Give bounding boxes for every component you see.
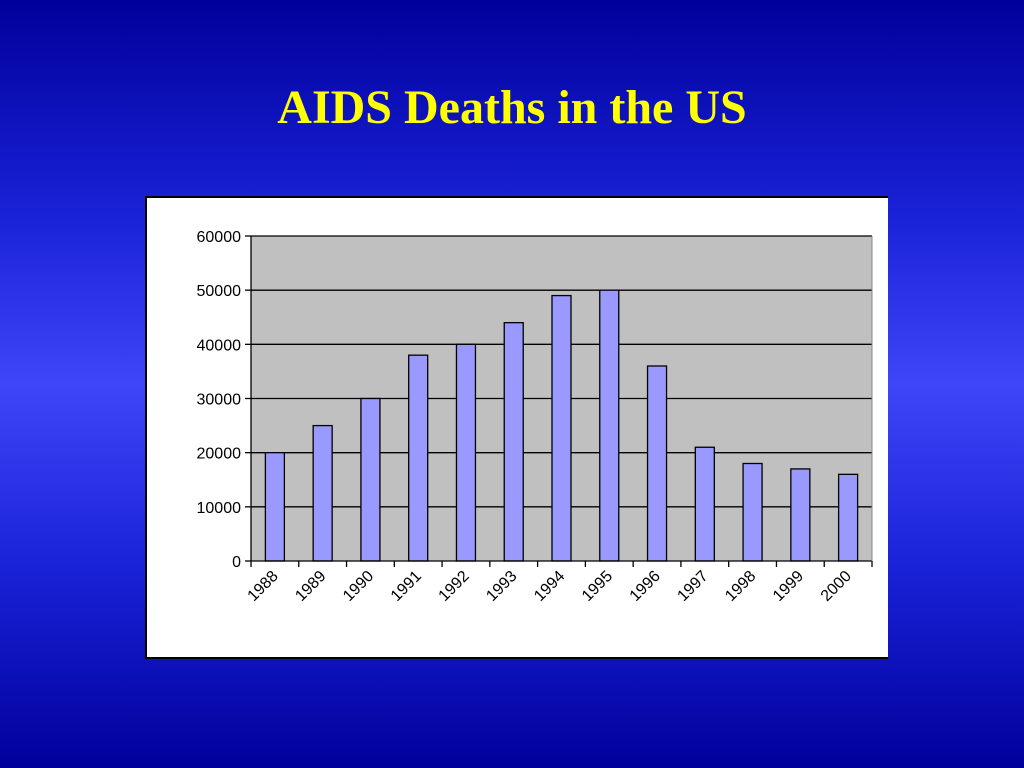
x-tick-label: 2000	[818, 568, 855, 605]
bar-1992	[455, 343, 477, 562]
bar-2000	[837, 473, 859, 562]
axes	[245, 235, 873, 567]
x-tick-label: 1996	[627, 568, 664, 605]
x-tick-labels: 1988 1989 1990 1991 1992 1993 1994 1995 1996 1997…	[245, 568, 855, 605]
bar-1997	[694, 446, 715, 562]
bar-chart: 0 10000 20000 30000 40000 50000 60000 1988 1989…	[197, 229, 873, 605]
x-tick-label: 1992	[436, 568, 473, 605]
x-tick-label: 1993	[483, 568, 520, 605]
bars	[264, 289, 859, 562]
slide-title: AIDS Deaths in the US	[277, 81, 747, 134]
chart-frame: 0 10000 20000 30000 40000 50000 60000 1988 1989…	[145, 196, 888, 659]
bar-1990	[360, 397, 381, 562]
y-tick-labels: 0 10000 20000 30000 40000 50000 60000	[197, 229, 242, 571]
bar-1996	[646, 365, 668, 562]
x-tick-label: 1995	[579, 568, 616, 605]
bar-1989	[312, 424, 333, 562]
bar-1991	[408, 354, 429, 562]
y-tick-label: 50000	[197, 283, 242, 300]
x-tick-label: 1988	[245, 568, 282, 605]
x-tick-label: 1990	[340, 568, 377, 605]
bar-1995	[599, 289, 620, 562]
y-tick-label: 20000	[197, 446, 242, 463]
x-tick-label: 1999	[770, 568, 807, 605]
bar-1994	[551, 294, 572, 562]
y-tick-label: 10000	[197, 500, 242, 517]
bar-1993	[503, 322, 524, 562]
y-tick-label: 0	[232, 554, 241, 571]
bar-1998	[742, 462, 763, 562]
x-tick-label: 1998	[722, 568, 759, 605]
y-tick-label: 60000	[197, 229, 242, 246]
y-tick-label: 40000	[197, 337, 242, 354]
x-tick-label: 1991	[388, 568, 425, 605]
x-tick-label: 1994	[531, 568, 568, 605]
bar-1999	[790, 468, 811, 562]
y-tick-label: 30000	[197, 392, 242, 409]
x-tick-label: 1989	[292, 568, 329, 605]
bar-1988	[264, 452, 286, 562]
x-tick-label: 1997	[674, 568, 711, 605]
